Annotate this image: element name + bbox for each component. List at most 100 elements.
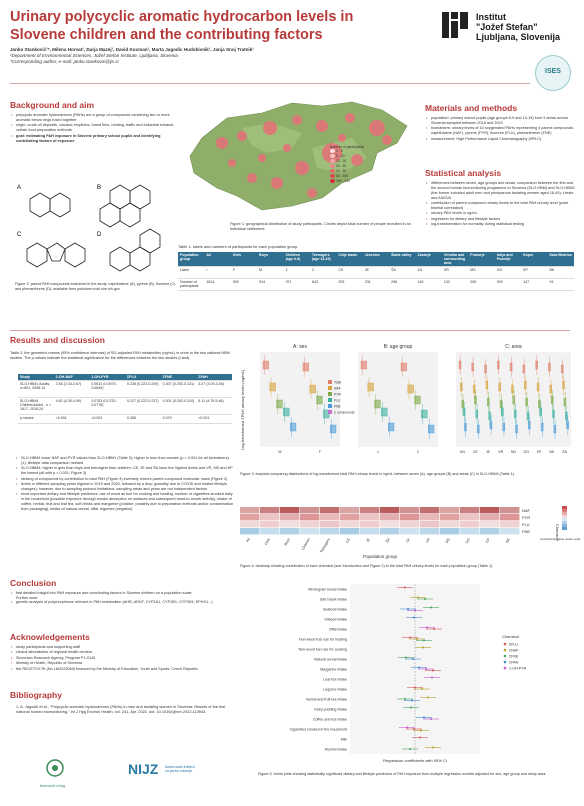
forest-predictor-label: Oilseed intake bbox=[324, 618, 347, 622]
heatmap-cell bbox=[260, 514, 280, 521]
results-bullet: levels in different sampling years highe… bbox=[15, 482, 235, 492]
molecule-label: D bbox=[97, 232, 102, 238]
heatmap-legend-swatch bbox=[562, 506, 567, 509]
boxplot-box bbox=[540, 422, 544, 432]
methods-bullet: population: primary school pupils (age g… bbox=[425, 116, 575, 126]
forest-point bbox=[419, 736, 421, 739]
heatmap-column-label: Children bbox=[301, 537, 311, 550]
forest-legend-label: ΣNAF bbox=[509, 649, 519, 653]
heatmap-legend-title: Chemical bbox=[555, 524, 560, 541]
results-divider bbox=[10, 330, 570, 331]
phenanthrene-structure bbox=[109, 228, 161, 272]
forest-predictor-label: Offal intake bbox=[329, 628, 347, 632]
boxplot-xtick: KN bbox=[460, 450, 465, 454]
ack-bullet: Slovenian Research Agency, Program P1-01… bbox=[10, 656, 235, 661]
table1-header-cell: Zasavje bbox=[415, 252, 442, 267]
acknowledgements-heading: Acknowledgements bbox=[10, 632, 90, 642]
table2-header-cell: 1-OH-PYR bbox=[89, 374, 125, 381]
boxplot-box bbox=[553, 424, 557, 434]
heatmap-cell bbox=[500, 528, 520, 535]
heatmap-column-label: CE bbox=[345, 537, 351, 544]
table1-cell: 209 bbox=[494, 278, 522, 291]
heatmap-legend-swatch bbox=[562, 521, 567, 524]
boxplot-box bbox=[498, 382, 501, 392]
boxplot-box bbox=[309, 384, 316, 394]
heatmap-cell bbox=[240, 507, 260, 514]
boxplot-xtick: NG bbox=[511, 450, 517, 454]
figure3-caption: Figure 3: boxplots comparing distributio… bbox=[240, 472, 516, 476]
map-legend-item: 80 - 160 bbox=[330, 174, 390, 179]
results-bullet: ranking of compounds by contribution to … bbox=[15, 477, 235, 482]
table2-header-cell: ΣPAH bbox=[196, 374, 232, 381]
stats-section: Statistical analysis differences between… bbox=[425, 168, 575, 228]
heatmap-cell bbox=[240, 528, 260, 535]
table1-header-cell: Idrija and Posočje bbox=[494, 252, 522, 267]
heatmap-cell bbox=[300, 528, 320, 535]
ack-bullet: study participants and supporting staff bbox=[10, 645, 235, 650]
table1-header-cell: Girls bbox=[230, 252, 258, 267]
forest-point bbox=[404, 586, 406, 589]
boxplot-box bbox=[497, 360, 500, 370]
table2-cell: 0.0613 (0.0579-0.0649) bbox=[89, 380, 125, 398]
stats-bullet: contribution of parent compound urinary … bbox=[425, 201, 575, 211]
heatmap-cell bbox=[320, 514, 340, 521]
participant-circle bbox=[271, 177, 283, 189]
boxplot-legend-swatch bbox=[328, 392, 332, 396]
forest-point bbox=[432, 669, 434, 672]
forest-point bbox=[410, 706, 412, 709]
table1-header-cell: Pomurje bbox=[468, 252, 495, 267]
boxplot-box bbox=[487, 397, 490, 407]
boxplot-xtick: BK bbox=[549, 450, 554, 454]
boxplot-box bbox=[561, 364, 564, 374]
bibliography-section: Bibliography 1. A. Jagodič et al., "Poly… bbox=[10, 690, 235, 714]
forest-point bbox=[426, 626, 428, 629]
nijz-sub1: Nacionalni inštitut bbox=[164, 764, 195, 769]
table2-cell: 0.301 (0.292-0.310) bbox=[160, 397, 197, 415]
forest-predictor-label: Non-wood fuel use for heating bbox=[299, 638, 347, 642]
table2-cell: 4.62 (4.39-4.90) bbox=[53, 397, 90, 415]
background-heading: Background and aim bbox=[10, 100, 95, 110]
table1-cell: 231 bbox=[362, 278, 390, 291]
heatmap-figure: NAF PYR FLU FNE All Girls Boys Children Teenager… bbox=[240, 492, 581, 562]
table1-cell: 91 bbox=[547, 278, 574, 291]
heatmap-column-label: BK bbox=[505, 537, 511, 544]
forest-legend-title: Chemical bbox=[502, 634, 519, 639]
forest-point bbox=[433, 628, 435, 630]
ises-logo: ISES bbox=[535, 55, 571, 91]
forest-point bbox=[424, 598, 426, 600]
ises-logo-text: ISES bbox=[545, 68, 561, 75]
boxplot-xtick: CE bbox=[473, 450, 479, 454]
table-row: Number of participants 1614 930 914 971 643 29… bbox=[178, 278, 574, 291]
heatmap-cell bbox=[400, 514, 420, 521]
pah-structures: A B C D bbox=[15, 181, 180, 281]
table2-cell: <0.001 bbox=[53, 414, 90, 424]
map-legend-label: 160 - 240 bbox=[336, 179, 350, 183]
boxplot-box bbox=[563, 397, 567, 407]
heatmap-cell bbox=[480, 528, 500, 535]
institute-name: Institut "Jožef Stefan" Ljubljana, Slove… bbox=[476, 12, 560, 42]
boxplot-box bbox=[461, 399, 464, 409]
heatmap-cell bbox=[340, 514, 360, 521]
boxplot-box bbox=[515, 424, 518, 434]
nijz-logo-text: NIJZ bbox=[128, 760, 159, 777]
boxplot-box bbox=[502, 422, 505, 432]
forest-predictor-label: Wholegrain bread intake bbox=[308, 588, 347, 592]
boxplot-box bbox=[367, 382, 374, 392]
participant-circle bbox=[228, 159, 236, 167]
heatmap-legend-swatch bbox=[562, 518, 567, 521]
forest-point bbox=[432, 746, 434, 749]
table1-header-cell: Teenagers (age 13-15) bbox=[309, 252, 337, 267]
stats-bullet: regression for dietary and lifestyle fac… bbox=[425, 217, 575, 222]
table2-cell: 0.365 bbox=[124, 414, 161, 424]
table1-header-cell: Population group bbox=[178, 252, 205, 267]
fluorene-structure bbox=[26, 242, 86, 268]
forest-predictor-label: Legume intake bbox=[323, 688, 347, 692]
table1-cell: Label bbox=[178, 266, 205, 279]
participant-circle bbox=[316, 120, 328, 132]
results-section: Results and discussion Table 2: the geom… bbox=[10, 335, 235, 361]
map-legend-swatch bbox=[330, 164, 335, 169]
conclusion-bullet: first detailed insight into PAH exposure… bbox=[10, 591, 235, 596]
boxplot-box bbox=[524, 380, 527, 390]
boxplot-box bbox=[535, 360, 538, 370]
boxplot-legend-swatch bbox=[328, 410, 332, 414]
